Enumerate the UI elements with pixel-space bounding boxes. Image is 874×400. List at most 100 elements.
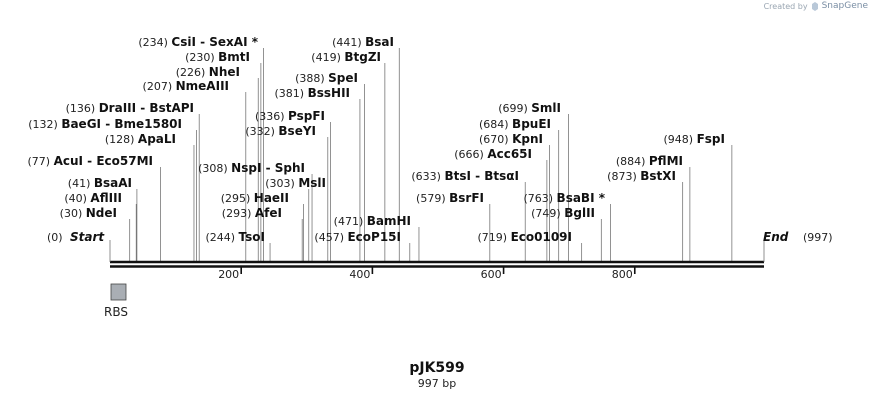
- enzyme-name: AfeI: [255, 206, 282, 220]
- restriction-site-label[interactable]: (457) EcoP15I: [314, 230, 401, 244]
- restriction-site-label[interactable]: (303) MslI: [265, 176, 326, 190]
- restriction-site-label[interactable]: (295) HaeII: [221, 191, 289, 205]
- restriction-site-label[interactable]: (128) ApaLI: [105, 132, 176, 146]
- site-position: (234): [138, 36, 171, 49]
- site-label-group[interactable]: (749) BglII: [531, 206, 595, 220]
- restriction-site-label[interactable]: (308) NspI - SphI: [198, 161, 305, 175]
- restriction-site-label[interactable]: (40) AflIII: [64, 191, 122, 205]
- site-position: (948): [664, 133, 697, 146]
- site-label-group[interactable]: (471) BamHI: [334, 214, 411, 228]
- restriction-site-label[interactable]: (132) BaeGI - Bme1580I: [28, 117, 182, 131]
- site-label-group[interactable]: (207) NmeAIII: [143, 79, 229, 93]
- end-position: (997): [803, 231, 833, 244]
- site-label-group[interactable]: (579) BsrFI: [416, 191, 484, 205]
- feature-rbs[interactable]: [110, 283, 127, 301]
- site-label-group[interactable]: (226) NheI: [176, 65, 240, 79]
- restriction-site-label[interactable]: (226) NheI: [176, 65, 240, 79]
- restriction-site-label[interactable]: (873) BstXI: [607, 169, 676, 183]
- watermark-brand: SnapGene: [821, 1, 868, 11]
- site-label-group[interactable]: (40) AflIII: [64, 191, 122, 205]
- restriction-site-label[interactable]: (749) BglII: [531, 206, 595, 220]
- site-position: (471): [334, 215, 367, 228]
- restriction-site-label[interactable]: (332) BseYI: [245, 124, 316, 138]
- enzyme-name: PspFI: [288, 109, 325, 123]
- restriction-site-label[interactable]: (381) BssHII: [275, 86, 350, 100]
- restriction-site-label[interactable]: (388) SpeI: [295, 71, 358, 85]
- site-label-group[interactable]: (332) BseYI: [245, 124, 316, 138]
- restriction-site-label[interactable]: (633) BtsI - BtsαI: [411, 169, 519, 183]
- site-label-group[interactable]: (30) NdeI: [60, 206, 117, 220]
- site-label-group[interactable]: (295) HaeII: [221, 191, 289, 205]
- restriction-site-label[interactable]: (136) DraIII - BstAPI: [66, 101, 194, 115]
- site-label-group[interactable]: (230) BmtI: [185, 50, 250, 64]
- site-label-group[interactable]: (763) BsaBI *: [523, 191, 605, 205]
- restriction-site-label[interactable]: (234) CsiI - SexAI *: [138, 35, 258, 49]
- restriction-site-label[interactable]: (884) PflMI: [616, 154, 683, 168]
- scale-tick-label: 600: [481, 268, 502, 281]
- site-label-group[interactable]: (419) BtgZI: [311, 50, 381, 64]
- restriction-site-label[interactable]: (293) AfeI: [222, 206, 282, 220]
- enzyme-name: BaeGI - Bme1580I: [61, 117, 182, 131]
- site-label-group[interactable]: (41) BsaAI: [68, 176, 132, 190]
- site-labels: (30) NdeI(40) AflIII(41) BsaAI (77) AcuI …: [28, 35, 725, 244]
- site-label-group[interactable]: (719) Eco0109I: [478, 230, 573, 244]
- site-label-group[interactable]: (670) KpnI: [479, 132, 543, 146]
- site-label-group[interactable]: (441) BsaI: [332, 35, 394, 49]
- enzyme-name: FspI: [697, 132, 725, 146]
- site-label-group[interactable]: (128) ApaLI: [105, 132, 176, 146]
- enzyme-name: BssHII: [308, 86, 350, 100]
- site-position: (336): [255, 110, 288, 123]
- start-label: Start: [70, 230, 105, 244]
- enzyme-name: BstXI: [640, 169, 676, 183]
- enzyme-name: BsaI: [365, 35, 394, 49]
- enzyme-name: ApaLI: [138, 132, 176, 146]
- scale-tick-label: 400: [349, 268, 370, 281]
- enzyme-name: BglII: [564, 206, 595, 220]
- site-label-group[interactable]: (132) BaeGI - Bme1580I: [28, 117, 182, 131]
- restriction-site-label[interactable]: (471) BamHI: [334, 214, 411, 228]
- restriction-site-label[interactable]: (948) FspI: [664, 132, 725, 146]
- restriction-site-label[interactable]: (77) AcuI - Eco57MI: [28, 154, 153, 168]
- site-label-group[interactable]: (699) SmlI: [498, 101, 561, 115]
- site-label-group[interactable]: (244) TsoI: [205, 230, 265, 244]
- watermark-text: Created by: [763, 1, 808, 11]
- restriction-site-label[interactable]: (441) BsaI: [332, 35, 394, 49]
- snapgene-logo-icon: [811, 1, 818, 11]
- restriction-site-label[interactable]: (579) BsrFI: [416, 191, 484, 205]
- site-label-group[interactable]: (308) NspI - SphI: [198, 161, 305, 175]
- restriction-site-label[interactable]: (207) NmeAIII: [143, 79, 229, 93]
- restriction-site-label[interactable]: (419) BtgZI: [311, 50, 381, 64]
- restriction-site-label[interactable]: (719) Eco0109I: [478, 230, 573, 244]
- site-label-group[interactable]: (884) PflMI: [616, 154, 683, 168]
- restriction-site-label[interactable]: (41) BsaAI: [68, 176, 132, 190]
- site-label-group[interactable]: (336) PspFI: [255, 109, 325, 123]
- site-label-group[interactable]: (684) BpuEI: [479, 117, 551, 131]
- site-label-group[interactable]: (666) Acc65I: [454, 147, 532, 161]
- site-label-group[interactable]: (293) AfeI: [222, 206, 282, 220]
- site-label-group[interactable]: (303) MslI: [265, 176, 326, 190]
- enzyme-name: BmtI: [218, 50, 250, 64]
- site-label-group[interactable]: (234) CsiI - SexAI *: [138, 35, 258, 49]
- site-label-group[interactable]: (948) FspI: [664, 132, 725, 146]
- restriction-site-label[interactable]: (763) BsaBI *: [523, 191, 605, 205]
- site-position: (226): [176, 66, 209, 79]
- site-label-group[interactable]: (77) AcuI - Eco57MI: [28, 154, 153, 168]
- site-label-group[interactable]: (457) EcoP15I: [314, 230, 401, 244]
- site-position: (884): [616, 155, 649, 168]
- enzyme-name: NdeI: [86, 206, 117, 220]
- site-label-group[interactable]: (873) BstXI: [607, 169, 676, 183]
- restriction-site-label[interactable]: (230) BmtI: [185, 50, 250, 64]
- site-label-group[interactable]: (136) DraIII - BstAPI: [66, 101, 194, 115]
- site-label-group[interactable]: (388) SpeI: [295, 71, 358, 85]
- restriction-site-label[interactable]: (336) PspFI: [255, 109, 325, 123]
- restriction-site-label[interactable]: (244) TsoI: [205, 230, 265, 244]
- restriction-site-label[interactable]: (30) NdeI: [60, 206, 117, 220]
- site-position: (457): [314, 231, 347, 244]
- site-label-group[interactable]: (633) BtsI - BtsαI: [411, 169, 519, 183]
- restriction-site-label[interactable]: (670) KpnI: [479, 132, 543, 146]
- restriction-site-label[interactable]: (666) Acc65I: [454, 147, 532, 161]
- restriction-site-label[interactable]: (699) SmlI: [498, 101, 561, 115]
- site-position: (303): [265, 177, 298, 190]
- site-label-group[interactable]: (381) BssHII: [275, 86, 350, 100]
- restriction-site-label[interactable]: (684) BpuEI: [479, 117, 551, 131]
